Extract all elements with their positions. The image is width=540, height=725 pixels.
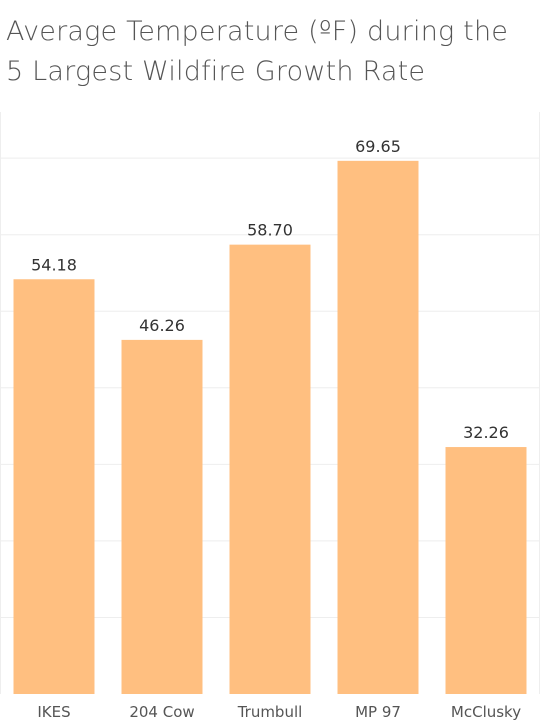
category-label: MP 97: [355, 703, 401, 721]
category-label: 204 Cow: [129, 703, 194, 721]
category-axis-labels: IKES 204 Cow Trumbull MP 97 McClusky: [37, 703, 521, 721]
category-label: IKES: [37, 703, 70, 721]
value-label: 58.70: [247, 221, 293, 240]
category-label: McClusky: [451, 703, 521, 721]
value-label: 54.18: [31, 255, 77, 274]
value-label: 69.65: [355, 137, 401, 156]
bars: [14, 161, 527, 694]
bar-ikes: [14, 279, 95, 694]
bar-mp-97: [338, 161, 419, 694]
bar-mcclusky: [446, 447, 527, 694]
category-label: Trumbull: [237, 703, 303, 721]
value-label: 32.26: [463, 423, 509, 442]
value-label: 46.26: [139, 316, 185, 335]
bar-trumbull: [230, 245, 311, 694]
bar-204-cow: [122, 340, 203, 694]
